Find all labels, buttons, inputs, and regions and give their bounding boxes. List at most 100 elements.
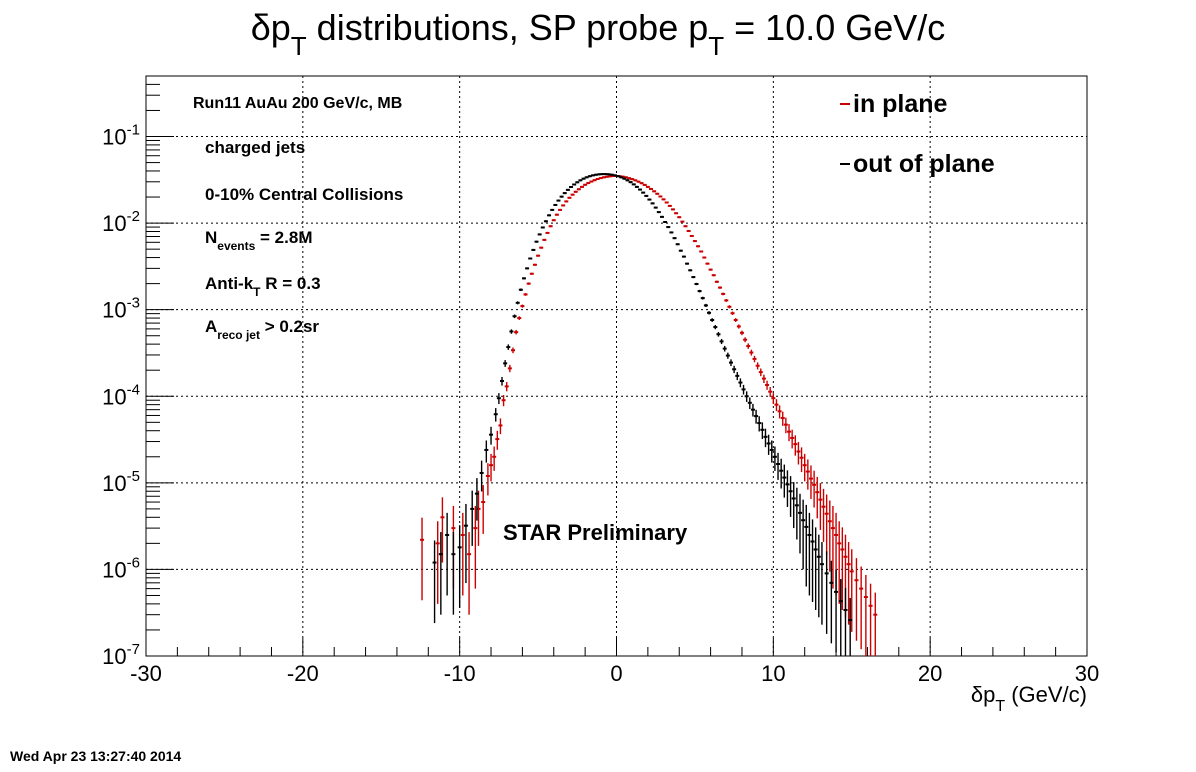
data-point	[559, 195, 564, 198]
data-point	[586, 182, 591, 185]
data-point	[791, 482, 796, 529]
data-point	[498, 418, 503, 435]
data-point	[550, 208, 555, 211]
data-point	[802, 453, 807, 482]
data-point	[788, 476, 793, 517]
data-point	[863, 574, 868, 656]
data-point	[799, 447, 804, 473]
data-point	[485, 463, 490, 496]
data-point	[534, 240, 539, 243]
data-point	[761, 374, 766, 383]
data-point	[514, 329, 519, 335]
y-tick-base: 10	[102, 298, 126, 323]
data-point	[556, 199, 561, 202]
data-point	[746, 343, 751, 349]
y-tick-label: 10-5	[102, 468, 140, 496]
data-point	[714, 280, 719, 283]
data-point	[581, 177, 586, 180]
data-point	[721, 292, 726, 296]
data-point	[506, 344, 511, 350]
data-point	[526, 282, 531, 285]
data-point	[766, 434, 771, 455]
data-point	[658, 195, 663, 198]
y-tick-base: 10	[102, 211, 126, 236]
data-point	[558, 208, 563, 211]
data-point	[725, 352, 730, 359]
data-point	[489, 453, 494, 482]
data-point	[573, 190, 578, 193]
data-point	[807, 512, 812, 596]
data-point	[843, 587, 848, 656]
data-point	[493, 408, 498, 422]
data-point	[683, 225, 688, 228]
data-point	[705, 262, 710, 265]
data-point	[747, 397, 752, 410]
timestamp: Wed Apr 23 13:27:40 2014	[10, 748, 182, 764]
data-point	[460, 512, 465, 596]
y-tick-exp: -4	[127, 381, 140, 398]
data-point	[645, 185, 650, 188]
data-point	[754, 409, 759, 424]
data-point	[782, 464, 787, 498]
data-point	[652, 190, 657, 193]
data-point	[674, 212, 679, 215]
data-point	[517, 316, 522, 320]
data-point	[702, 256, 707, 259]
data-point	[796, 441, 801, 465]
data-point	[529, 272, 534, 275]
data-point	[736, 324, 741, 329]
info-line: Anti-kT R = 0.3	[205, 274, 321, 299]
data-point	[732, 365, 737, 374]
data-point	[565, 188, 570, 191]
data-point	[531, 248, 536, 251]
data-point	[528, 257, 533, 260]
data-point	[663, 220, 668, 223]
data-point	[776, 452, 781, 480]
axes: -30 -20 -10 0 10 20 3010-710-610-510-410-310-2…	[102, 75, 1099, 686]
data-point	[710, 318, 715, 322]
data-point	[816, 534, 821, 618]
data-point	[579, 185, 584, 188]
data-point	[743, 337, 748, 343]
data-point	[440, 497, 445, 563]
y-tick-base: 10	[102, 125, 126, 150]
data-point	[813, 527, 818, 610]
data-point	[474, 478, 479, 521]
data-point	[539, 246, 544, 249]
data-point	[532, 263, 537, 266]
data-point	[510, 347, 515, 354]
data-point	[797, 493, 802, 554]
data-point	[636, 180, 641, 183]
data-point	[542, 238, 547, 241]
info-box: Run11 AuAu 200 GeV/c, MB charged jets 0-10…	[193, 95, 403, 342]
data-point	[724, 298, 729, 302]
data-point	[547, 214, 552, 217]
data-point	[873, 592, 878, 656]
legend-label: out of plane	[853, 150, 995, 178]
data-point	[589, 180, 594, 183]
data-point	[750, 403, 755, 417]
data-point	[619, 176, 624, 179]
data-point	[722, 345, 727, 352]
data-point	[741, 384, 746, 395]
data-point	[686, 230, 691, 233]
data-point	[569, 186, 574, 189]
data-point	[703, 303, 708, 308]
data-point	[830, 506, 835, 589]
data-point	[697, 289, 702, 293]
y-tick-exp: -2	[127, 208, 140, 225]
data-point	[543, 220, 548, 223]
data-point	[744, 391, 749, 402]
data-point	[495, 430, 500, 450]
data-point	[501, 395, 506, 407]
x-tick-label: -30	[130, 661, 162, 686]
data-point	[728, 359, 733, 367]
data-point	[625, 179, 630, 182]
data-point	[479, 460, 484, 492]
data-point	[700, 296, 705, 300]
data-point	[779, 458, 784, 489]
data-point	[584, 176, 589, 179]
data-point	[713, 325, 718, 330]
data-point	[583, 183, 588, 186]
data-point	[708, 268, 713, 271]
